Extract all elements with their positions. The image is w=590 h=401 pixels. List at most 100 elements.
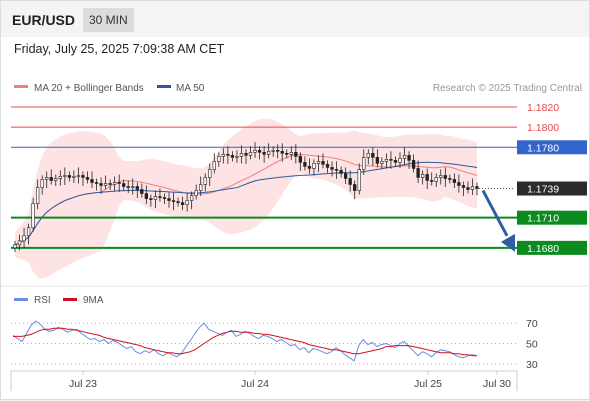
candle xyxy=(171,200,176,202)
support-label-5: 1.1680 xyxy=(527,243,559,255)
candle xyxy=(420,174,425,178)
candle xyxy=(217,156,221,162)
candle xyxy=(244,153,248,156)
candles xyxy=(13,142,479,252)
forecast-arrow-head xyxy=(501,233,515,252)
candle xyxy=(334,169,339,171)
candle xyxy=(162,197,167,199)
candle xyxy=(276,150,280,152)
pivot-label-2: 1.1780 xyxy=(527,142,559,154)
candle xyxy=(40,179,44,188)
support-label-4: 1.1710 xyxy=(527,213,559,225)
candle xyxy=(253,150,257,153)
x-tick-label: Jul 23 xyxy=(69,378,97,390)
rsi-ma-line xyxy=(13,327,477,357)
x-tick-label: Jul 25 xyxy=(414,378,442,390)
candle xyxy=(439,175,443,178)
ma20-legend: MA 20 + Bollinger Bands xyxy=(34,83,144,94)
candle xyxy=(72,176,76,178)
ma9-legend-label: 9MA xyxy=(83,295,104,306)
candle xyxy=(266,151,271,155)
candle xyxy=(398,158,402,163)
candle xyxy=(221,154,226,157)
bollinger-bands xyxy=(15,118,477,279)
price-levels: 1.1820 1.1800 1.1780 1.1739 1.1710 1.1680 xyxy=(11,102,587,255)
support-tag-5 xyxy=(517,240,587,255)
candle xyxy=(99,183,103,186)
candle xyxy=(149,198,153,200)
candle xyxy=(289,152,293,155)
candle xyxy=(158,196,162,198)
candle xyxy=(94,182,99,184)
candle xyxy=(45,177,49,180)
candle xyxy=(13,244,17,249)
candle xyxy=(153,196,158,200)
candle xyxy=(31,203,35,229)
candle xyxy=(81,175,85,178)
timeframe-button[interactable]: 30 MIN xyxy=(83,8,134,32)
candle xyxy=(49,177,53,181)
forecast-arrow xyxy=(481,189,515,252)
pivot-tag-2 xyxy=(517,140,587,155)
candle xyxy=(294,152,298,157)
candle xyxy=(212,161,216,170)
candle xyxy=(416,168,420,178)
candle xyxy=(176,201,180,203)
candle xyxy=(208,169,212,178)
ma50-swatch xyxy=(157,85,171,88)
candle xyxy=(140,189,144,194)
candle xyxy=(235,156,239,158)
candle xyxy=(285,153,289,155)
candle xyxy=(199,184,203,191)
rsi-tick-30: 30 xyxy=(526,359,538,371)
rsi-panel: 30 50 70 xyxy=(11,318,538,371)
rsi-tick-50: 50 xyxy=(526,339,538,351)
candle xyxy=(434,177,438,182)
candle xyxy=(303,162,307,167)
candle xyxy=(180,202,185,205)
candle xyxy=(470,186,475,190)
candle xyxy=(371,153,375,158)
candle xyxy=(461,185,466,188)
current-price-label: 1.1739 xyxy=(527,184,559,196)
forecast-arrow-shaft xyxy=(481,189,509,237)
ma20-swatch xyxy=(14,85,28,88)
header-bar: EUR/USD 30 MIN xyxy=(1,1,589,37)
candle xyxy=(22,235,26,242)
candle xyxy=(58,176,62,179)
candle xyxy=(457,182,461,186)
candle xyxy=(117,182,121,184)
candle xyxy=(348,178,352,185)
candle xyxy=(466,187,470,190)
candle xyxy=(189,195,194,201)
candle xyxy=(411,160,416,169)
x-tick-label: Jul 24 xyxy=(241,378,269,390)
candle xyxy=(126,186,130,188)
candle xyxy=(194,190,198,196)
resistance-label-1: 1.1800 xyxy=(527,122,559,134)
candle xyxy=(362,157,366,170)
candle xyxy=(443,175,447,179)
candle xyxy=(135,186,139,190)
candle xyxy=(17,240,22,246)
candle xyxy=(108,183,112,185)
candle xyxy=(366,153,370,158)
candle xyxy=(384,159,389,162)
x-tick-labels: Jul 23 Jul 24 Jul 25 Jul 30 xyxy=(69,371,511,390)
x-tick-label: Jul 30 xyxy=(483,378,511,390)
candle xyxy=(307,166,312,169)
candle xyxy=(248,152,253,156)
candle xyxy=(112,182,117,185)
candle xyxy=(452,179,457,183)
candle xyxy=(393,160,398,163)
symbol-title: EUR/USD xyxy=(12,12,76,28)
candle xyxy=(131,186,135,188)
candle xyxy=(239,153,244,157)
candle xyxy=(144,193,149,199)
resistance-label-0: 1.1820 xyxy=(527,102,559,114)
candle xyxy=(76,175,81,177)
candle xyxy=(298,156,303,163)
candle xyxy=(375,157,380,164)
credit-text: Research © 2025 Trading Central xyxy=(433,83,582,94)
